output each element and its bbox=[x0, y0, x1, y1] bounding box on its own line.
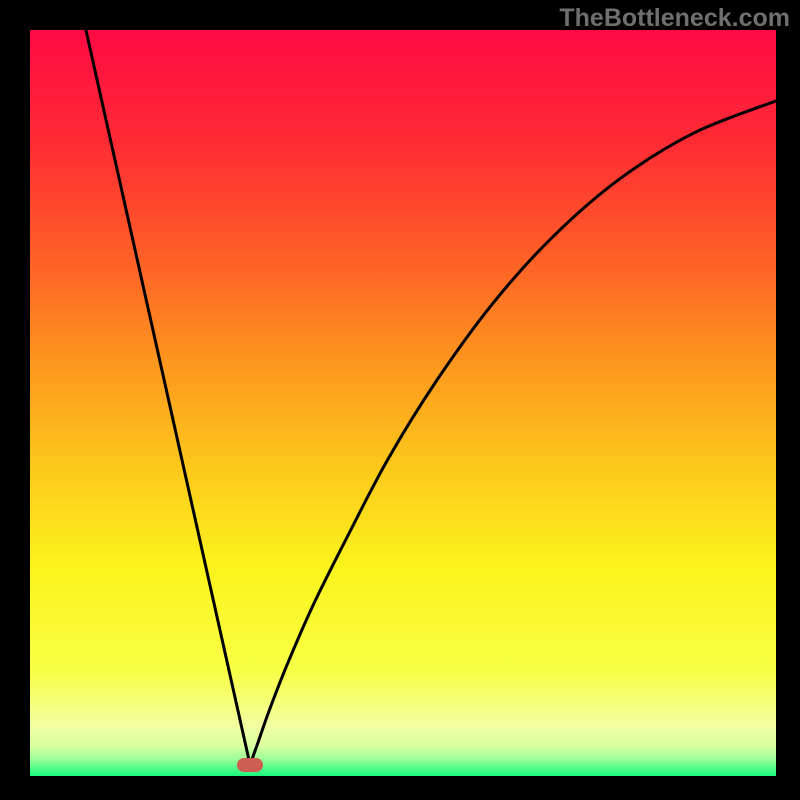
chart-wrapper: TheBottleneck.com bbox=[0, 0, 800, 800]
minimum-marker bbox=[237, 758, 263, 772]
plot-area bbox=[30, 30, 776, 776]
watermark-text: TheBottleneck.com bbox=[559, 4, 790, 33]
bottleneck-curve bbox=[86, 30, 776, 765]
curve-layer bbox=[30, 30, 776, 776]
